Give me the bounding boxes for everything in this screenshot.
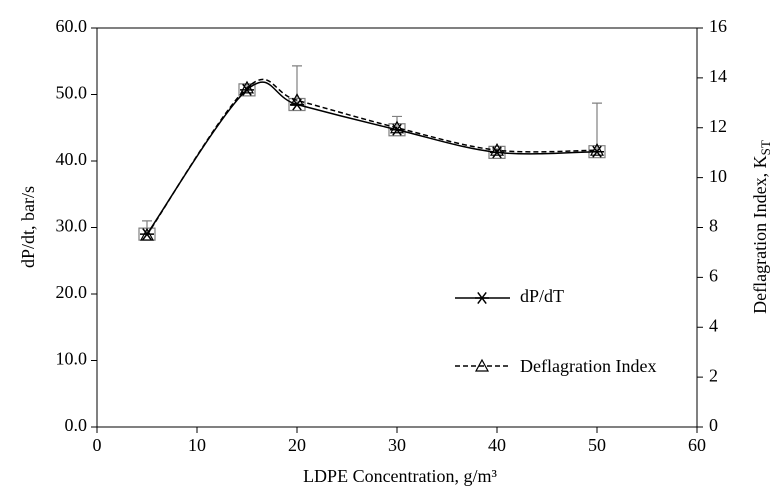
- legend-label: Deflagration Index: [520, 356, 657, 376]
- series-line: [146, 81, 598, 235]
- legend-marker: [474, 358, 490, 372]
- y2-tick-label: 4: [709, 315, 718, 335]
- marker: [489, 142, 505, 156]
- y-tick-label: 0.0: [65, 415, 88, 435]
- y2-tick-label: 14: [709, 66, 727, 86]
- y2-tick-label: 6: [709, 266, 718, 286]
- y2-label-main: Deflagration Index, K: [750, 155, 770, 313]
- y-tick-label: 60.0: [56, 16, 88, 36]
- y2-tick-label: 0: [709, 415, 718, 435]
- y-tick-label: 40.0: [56, 149, 88, 169]
- legend-marker: [475, 291, 489, 305]
- marker: [239, 80, 255, 94]
- marker: [389, 120, 405, 134]
- y2-tick-label: 10: [709, 166, 727, 186]
- x-axis-label: LDPE Concentration, g/m³: [303, 466, 497, 486]
- y-tick-label: 50.0: [56, 83, 88, 103]
- y2-axis-label: Deflagration Index, KST: [750, 140, 773, 314]
- error-bar: [138, 220, 156, 241]
- y-tick-label: 10.0: [56, 349, 88, 369]
- x-tick-label: 20: [288, 435, 306, 455]
- x-tick-label: 60: [688, 435, 706, 455]
- y2-label-sub: ST: [758, 140, 773, 155]
- series-line: [146, 78, 598, 236]
- y2-tick-label: 8: [709, 216, 718, 236]
- y2-tick-label: 12: [709, 116, 727, 136]
- legend-label: dP/dT: [520, 286, 564, 306]
- error-bar: [588, 102, 606, 159]
- x-tick-label: 10: [188, 435, 206, 455]
- marker: [589, 142, 605, 156]
- x-tick-label: 30: [388, 435, 406, 455]
- x-tick-label: 50: [588, 435, 606, 455]
- x-tick-label: 0: [93, 435, 102, 455]
- y2-tick-label: 2: [709, 365, 718, 385]
- y-tick-label: 30.0: [56, 216, 88, 236]
- y-tick-label: 20.0: [56, 282, 88, 302]
- y2-tick-label: 16: [709, 16, 727, 36]
- marker: [289, 93, 305, 106]
- marker: [139, 227, 155, 241]
- y-axis-label: dP/dt, bar/s: [18, 186, 38, 268]
- x-tick-label: 40: [488, 435, 506, 455]
